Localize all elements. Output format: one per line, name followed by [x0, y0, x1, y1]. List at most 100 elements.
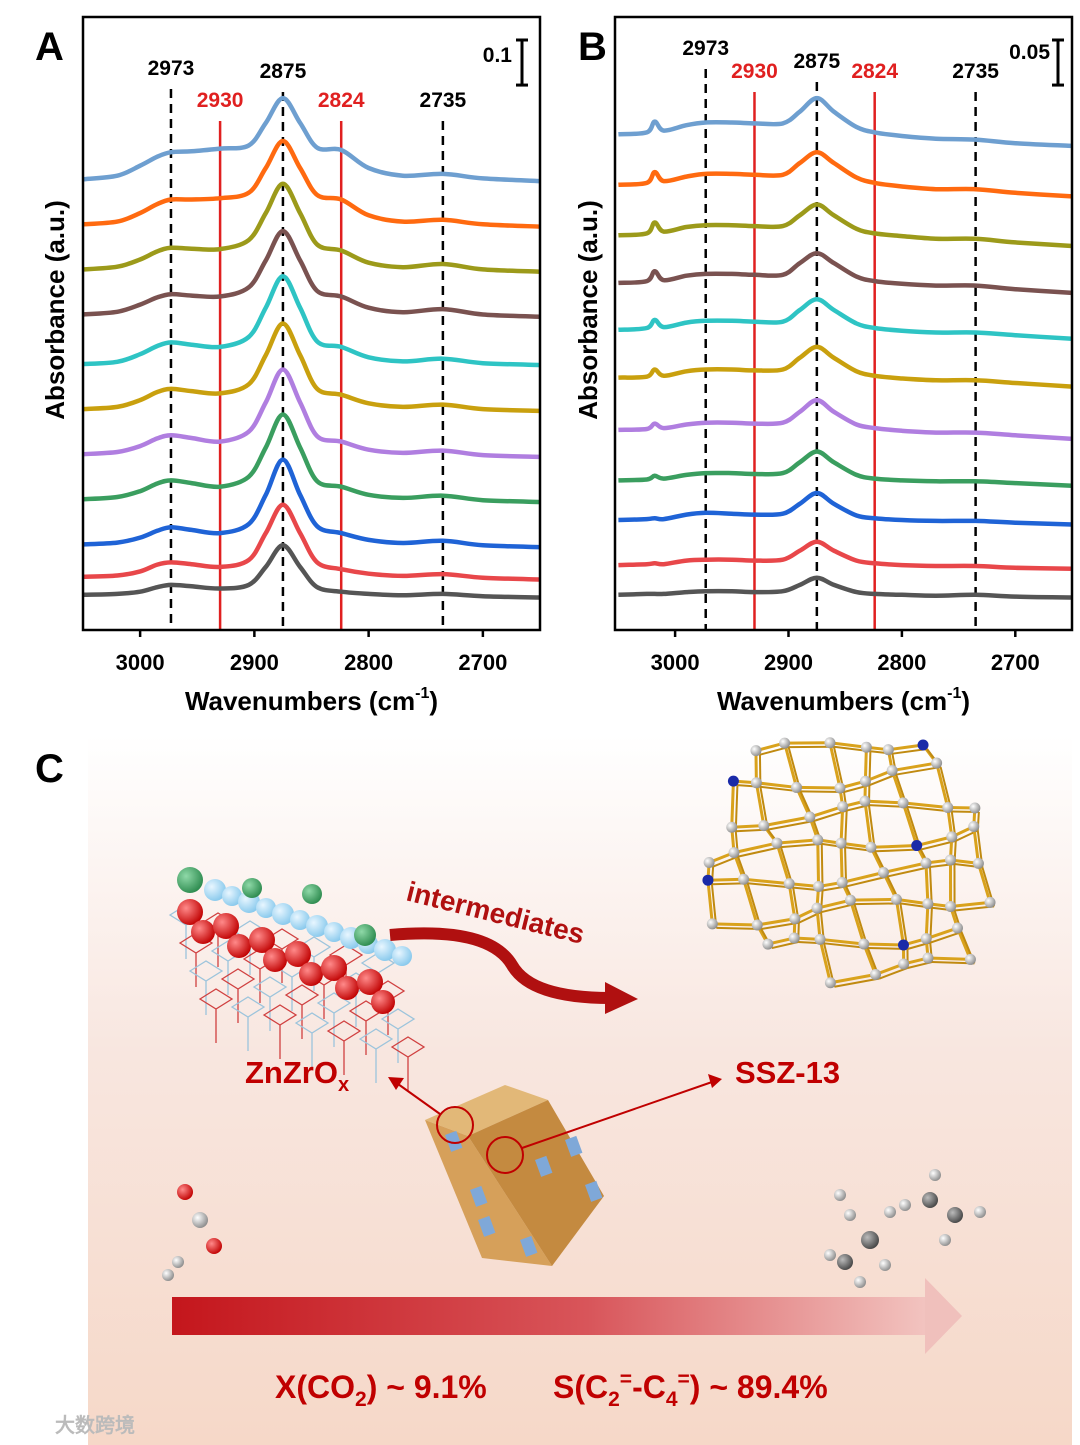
x-axis-label-part: ): [429, 686, 438, 716]
bond: [956, 927, 972, 961]
atom: [865, 841, 877, 853]
atom: [897, 797, 909, 809]
atom: [920, 933, 932, 945]
catalyst-label-part: x: [338, 1074, 349, 1096]
bond: [976, 862, 992, 903]
bond: [796, 785, 841, 790]
bond: [830, 973, 876, 985]
atom: [931, 757, 943, 769]
atom: [911, 840, 923, 852]
scheme-background: [88, 735, 1072, 1445]
bond: [706, 880, 714, 925]
bond: [816, 839, 821, 887]
lattice: [390, 1036, 426, 1091]
selectivity-part: ) ~ 89.4%: [690, 1369, 828, 1405]
bond: [902, 801, 948, 810]
atom: [834, 782, 846, 794]
reference-label: 2735: [952, 60, 999, 83]
bond: [896, 766, 941, 776]
bond: [754, 782, 766, 826]
particle: [520, 1235, 538, 1257]
bond: [761, 921, 800, 930]
selectivity-part: =: [620, 1368, 632, 1391]
atom: [762, 938, 774, 950]
bond: [916, 835, 953, 848]
bond: [712, 922, 758, 927]
y-axis-label: Absorbance (a.u.): [573, 200, 603, 420]
atom: [324, 922, 344, 942]
bond: [756, 917, 796, 927]
panel-letter: A: [35, 25, 64, 69]
bond: [775, 842, 791, 885]
atom: [897, 939, 909, 951]
bond: [845, 875, 888, 888]
atom: [738, 873, 750, 885]
bond: [879, 967, 909, 980]
cube-face: [425, 1120, 552, 1266]
atom: [791, 781, 803, 793]
atom: [837, 801, 849, 813]
bond: [809, 805, 844, 819]
atom: [969, 802, 981, 814]
spectrum: [82, 321, 541, 414]
selectivity-part: 2: [608, 1388, 620, 1411]
reference-label: 2824: [318, 89, 365, 112]
atom: [922, 952, 934, 964]
bond: [891, 761, 937, 773]
spectrum: [618, 344, 1073, 389]
pointer: [397, 1083, 441, 1115]
spectrum: [82, 273, 541, 368]
bond: [935, 762, 950, 808]
atom: [706, 918, 718, 930]
atom: [860, 741, 872, 753]
atom: [890, 893, 902, 905]
atom: [804, 811, 816, 823]
atom: [227, 934, 251, 958]
x-tick-label: 2800: [344, 650, 393, 675]
atom: [837, 1254, 853, 1270]
scale-bar-label: 0.05: [1009, 41, 1050, 64]
atom: [922, 1192, 938, 1208]
lattice: [178, 932, 214, 987]
atom: [192, 1212, 208, 1228]
bond: [742, 878, 759, 926]
atom: [984, 896, 996, 908]
bond: [925, 926, 958, 941]
pointer-head: [388, 1077, 404, 1090]
x-axis-label-part: Wavenumbers (cm: [717, 686, 947, 716]
x-axis-label: Wavenumbers (cm-1): [717, 685, 970, 716]
spectrum: [618, 202, 1073, 249]
atom: [256, 898, 276, 918]
x-tick-label: 2900: [764, 650, 813, 675]
spectrum: [618, 575, 1073, 600]
atom: [206, 1238, 222, 1254]
atom: [703, 857, 715, 869]
atom: [750, 745, 762, 757]
atom: [357, 969, 383, 995]
bond: [756, 781, 797, 789]
particle: [470, 1185, 488, 1207]
x-axis-label-part: Wavenumbers (cm: [185, 686, 415, 716]
x-tick-label: 2800: [877, 650, 926, 675]
atom: [861, 1231, 879, 1249]
atom: [354, 924, 376, 946]
atom: [968, 820, 980, 832]
bond: [870, 844, 917, 849]
bond: [767, 820, 815, 831]
bond: [783, 742, 798, 788]
atom: [299, 962, 323, 986]
bond: [734, 785, 739, 832]
plot-frame: [81, 15, 542, 632]
atom: [371, 990, 395, 1014]
x-axis-label-part: -1: [947, 685, 961, 702]
bond: [828, 742, 842, 789]
spectrum: [82, 457, 541, 550]
bond: [901, 802, 919, 847]
reference-label: 2875: [793, 50, 840, 73]
bond: [839, 843, 844, 883]
bond: [864, 799, 904, 805]
atom: [929, 1169, 941, 1181]
bond: [737, 846, 782, 858]
spectrum: [618, 250, 1073, 296]
